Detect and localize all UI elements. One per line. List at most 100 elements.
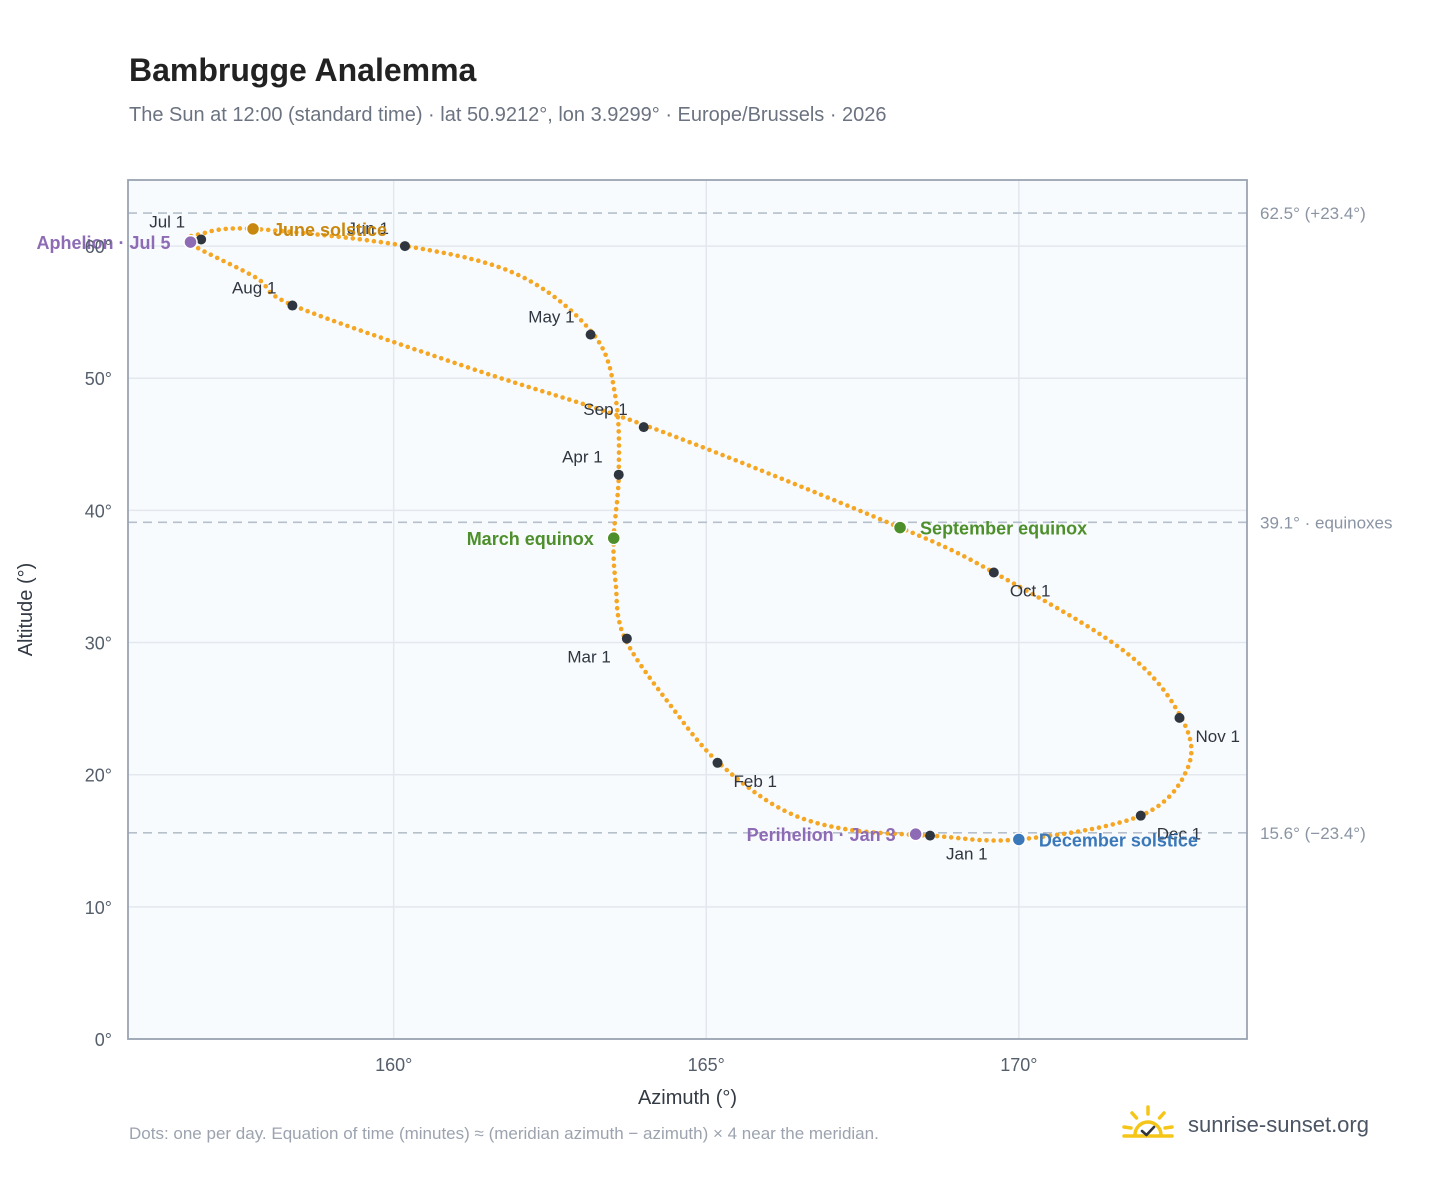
daily-sun-dot bbox=[815, 821, 820, 826]
daily-sun-dot bbox=[1179, 777, 1185, 782]
daily-sun-dot bbox=[526, 384, 531, 390]
daily-sun-dot bbox=[836, 825, 841, 831]
daily-sun-dot bbox=[664, 698, 669, 703]
daily-sun-dot bbox=[613, 506, 619, 512]
x-tick-label: 170° bbox=[1000, 1055, 1037, 1075]
daily-sun-dot bbox=[503, 267, 508, 272]
daily-sun-dot bbox=[616, 450, 622, 455]
daily-sun-dot bbox=[1089, 826, 1095, 832]
daily-sun-dot bbox=[1054, 605, 1060, 611]
daily-sun-dot bbox=[818, 492, 824, 498]
daily-sun-dot bbox=[1114, 643, 1120, 649]
daily-sun-dot bbox=[287, 229, 292, 234]
daily-sun-dot bbox=[1161, 687, 1166, 692]
daily-sun-dot bbox=[1156, 803, 1161, 809]
daily-sun-dot bbox=[364, 237, 370, 243]
daily-sun-dot bbox=[795, 814, 800, 819]
daily-sun-dot bbox=[611, 549, 616, 554]
daily-sun-dot bbox=[311, 311, 317, 317]
daily-sun-dot bbox=[563, 303, 568, 309]
daily-sun-dot bbox=[1109, 639, 1114, 645]
plot-border bbox=[127, 179, 1248, 1040]
daily-sun-dot bbox=[634, 419, 639, 425]
daily-sun-dot bbox=[482, 260, 488, 266]
daily-sun-dot bbox=[1156, 681, 1162, 687]
daily-sun-dot bbox=[941, 834, 947, 839]
daily-sun-dot bbox=[616, 478, 621, 484]
x-axis-title: Azimuth (°) bbox=[638, 1087, 737, 1109]
daily-sun-dot bbox=[1103, 823, 1109, 829]
daily-sun-dot bbox=[350, 236, 356, 241]
daily-sun-dot bbox=[690, 731, 695, 737]
daily-sun-dot bbox=[613, 393, 618, 399]
daily-sun-dot bbox=[412, 346, 417, 352]
month-marker bbox=[196, 234, 207, 245]
daily-sun-dot bbox=[227, 261, 233, 267]
daily-sun-dot bbox=[1187, 757, 1193, 763]
daily-sun-dot bbox=[1172, 704, 1178, 710]
daily-sun-dot bbox=[974, 560, 980, 566]
daily-sun-dot bbox=[1067, 613, 1072, 618]
daily-sun-dot bbox=[1166, 794, 1172, 799]
daily-sun-dot bbox=[202, 230, 208, 236]
daily-sun-dot bbox=[365, 330, 370, 336]
daily-sun-dot bbox=[1136, 661, 1142, 666]
x-tick-label: 160° bbox=[375, 1055, 412, 1075]
daily-sun-dot bbox=[594, 406, 599, 411]
daily-sun-dot bbox=[462, 254, 467, 260]
daily-sun-dot bbox=[968, 557, 973, 562]
daily-sun-dot bbox=[668, 703, 674, 709]
month-marker bbox=[1174, 712, 1185, 723]
daily-sun-dot bbox=[1079, 620, 1084, 625]
month-label: Aug 1 bbox=[232, 279, 276, 298]
daily-sun-dot bbox=[614, 605, 620, 611]
daily-sun-dot bbox=[788, 811, 794, 817]
y-tick-label: 30° bbox=[85, 634, 112, 654]
daily-sun-dot bbox=[534, 282, 540, 288]
daily-sun-dot bbox=[1175, 783, 1181, 788]
daily-sun-dot bbox=[916, 533, 922, 538]
daily-sun-dot bbox=[230, 226, 236, 231]
daily-sun-dot bbox=[776, 805, 781, 810]
daily-sun-dot bbox=[687, 439, 692, 445]
event-marker bbox=[245, 221, 261, 237]
daily-sun-dot bbox=[455, 253, 460, 259]
daily-sun-dot bbox=[616, 429, 621, 434]
daily-sun-dot bbox=[371, 333, 377, 338]
daily-sun-dot bbox=[351, 326, 357, 331]
daily-sun-dot bbox=[631, 652, 636, 657]
daily-sun-dot bbox=[1061, 831, 1067, 837]
daily-sun-dot bbox=[864, 511, 870, 516]
daily-sun-dot bbox=[476, 258, 481, 264]
event-marker bbox=[183, 234, 198, 250]
daily-sun-dot bbox=[1075, 829, 1081, 834]
daily-sun-dot bbox=[708, 753, 714, 758]
daily-sun-dot bbox=[1188, 743, 1194, 749]
daily-sun-dot bbox=[1126, 652, 1131, 657]
reference-line-label: 62.5° (+23.4°) bbox=[1260, 204, 1366, 223]
daily-sun-dot bbox=[573, 399, 579, 405]
daily-sun-dot bbox=[418, 349, 424, 354]
daily-sun-dot bbox=[956, 835, 961, 841]
daily-sun-dot bbox=[305, 308, 310, 314]
daily-sun-dot bbox=[999, 574, 1004, 580]
daily-sun-dot bbox=[667, 432, 672, 437]
daily-sun-dot bbox=[617, 619, 622, 625]
daily-sun-dot bbox=[845, 503, 850, 508]
daily-sun-dot bbox=[578, 318, 584, 323]
daily-sun-dot bbox=[616, 436, 622, 441]
daily-sun-dot bbox=[1185, 764, 1191, 770]
daily-sun-dot bbox=[677, 715, 682, 720]
daily-sun-dot bbox=[279, 297, 284, 303]
daily-sun-dot bbox=[398, 342, 404, 347]
daily-sun-dot bbox=[1187, 736, 1193, 742]
daily-sun-dot bbox=[752, 789, 757, 795]
daily-sun-dot bbox=[325, 316, 330, 322]
y-axis-title: Altitude (°) bbox=[15, 563, 37, 657]
daily-sun-dot bbox=[1085, 624, 1090, 629]
daily-sun-dot bbox=[263, 284, 269, 289]
brand-logo[interactable]: sunrise-sunset.org bbox=[1120, 1100, 1369, 1150]
daily-sun-dot bbox=[962, 554, 967, 559]
daily-sun-dot bbox=[930, 539, 935, 544]
daily-sun-dot bbox=[614, 598, 619, 604]
